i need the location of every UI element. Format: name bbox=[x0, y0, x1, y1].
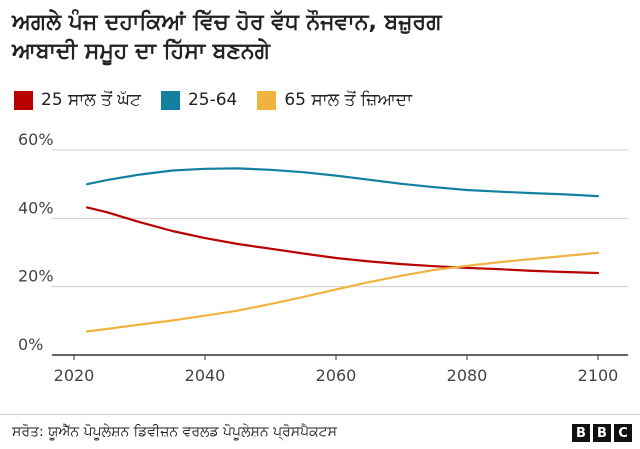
x-tick-label: 2080 bbox=[447, 366, 488, 385]
legend-swatch-over-65 bbox=[257, 90, 277, 110]
y-tick-label: 40% bbox=[18, 198, 54, 217]
series-line-over-65 bbox=[85, 251, 600, 333]
x-tick-label: 2060 bbox=[316, 366, 357, 385]
legend-label-under-25: 25 ਸਾਲ ਤੋਂ ਘੱਟ bbox=[41, 90, 141, 110]
x-tick-label: 2100 bbox=[578, 366, 619, 385]
bbc-logo-block-3: C bbox=[614, 424, 632, 442]
bbc-logo: B B C bbox=[569, 424, 632, 442]
bbc-logo-block-2: B bbox=[593, 424, 611, 442]
legend-swatch-25-64 bbox=[160, 90, 180, 110]
chart-title-line-2: ਆਬਾਦੀ ਸਮੂਹ ਦਾ ਹਿੱਸਾ ਬਣਨਗੇ bbox=[12, 39, 270, 64]
source-note: ਸਰੋਤ: ਯੂਐੱਨ ਪੋਪੂਲੇਸ਼ਨ ਡਿਵੀਜ਼ਨ ਵਰਲਡ ਪੋਪੂਲ… bbox=[12, 424, 337, 440]
legend-item-over-65: 65 ਸਾਲ ਤੋਂ ਜ਼ਿਆਦਾ bbox=[257, 90, 412, 110]
legend-label-25-64: 25-64 bbox=[187, 90, 238, 110]
legend-item-25-64: 25-64 bbox=[160, 90, 238, 110]
y-tick-label: 60% bbox=[18, 130, 54, 149]
line-chart: 0% 20% 40% 60% 2020 2040 2060 2080 2100 bbox=[18, 130, 628, 385]
chart-title-line-1: ਅਗਲੇ ਪੰਜ ਦਹਾਕਿਆਂ ਵਿੱਚ ਹੋਰ ਵੱਧ ਨੌਜਵਾਨ, ਬਜ… bbox=[12, 10, 442, 35]
bbc-logo-block-1: B bbox=[572, 424, 590, 442]
x-tick-label: 2020 bbox=[54, 366, 95, 385]
legend-swatch-under-25 bbox=[14, 90, 33, 110]
series-line-25-64 bbox=[85, 167, 600, 198]
y-tick-label: 20% bbox=[18, 267, 54, 286]
footer-divider bbox=[0, 414, 640, 415]
x-tick-label: 2040 bbox=[185, 366, 226, 385]
chart-title: ਅਗਲੇ ਪੰਜ ਦਹਾਕਿਆਂ ਵਿੱਚ ਹੋਰ ਵੱਧ ਨੌਜਵਾਨ, ਬਜ… bbox=[12, 8, 632, 66]
legend-item-under-25: 25 ਸਾਲ ਤੋਂ ਘੱਟ bbox=[14, 90, 141, 110]
legend-label-over-65: 65 ਸਾਲ ਤੋਂ ਜ਼ਿਆਦਾ bbox=[284, 90, 412, 110]
series-line-under-25 bbox=[85, 206, 600, 275]
y-tick-label: 0% bbox=[18, 335, 43, 354]
chart-legend: 25 ਸਾਲ ਤੋਂ ਘੱਟ 25-64 65 ਸਾਲ ਤੋਂ ਜ਼ਿਆਦਾ bbox=[14, 90, 432, 110]
